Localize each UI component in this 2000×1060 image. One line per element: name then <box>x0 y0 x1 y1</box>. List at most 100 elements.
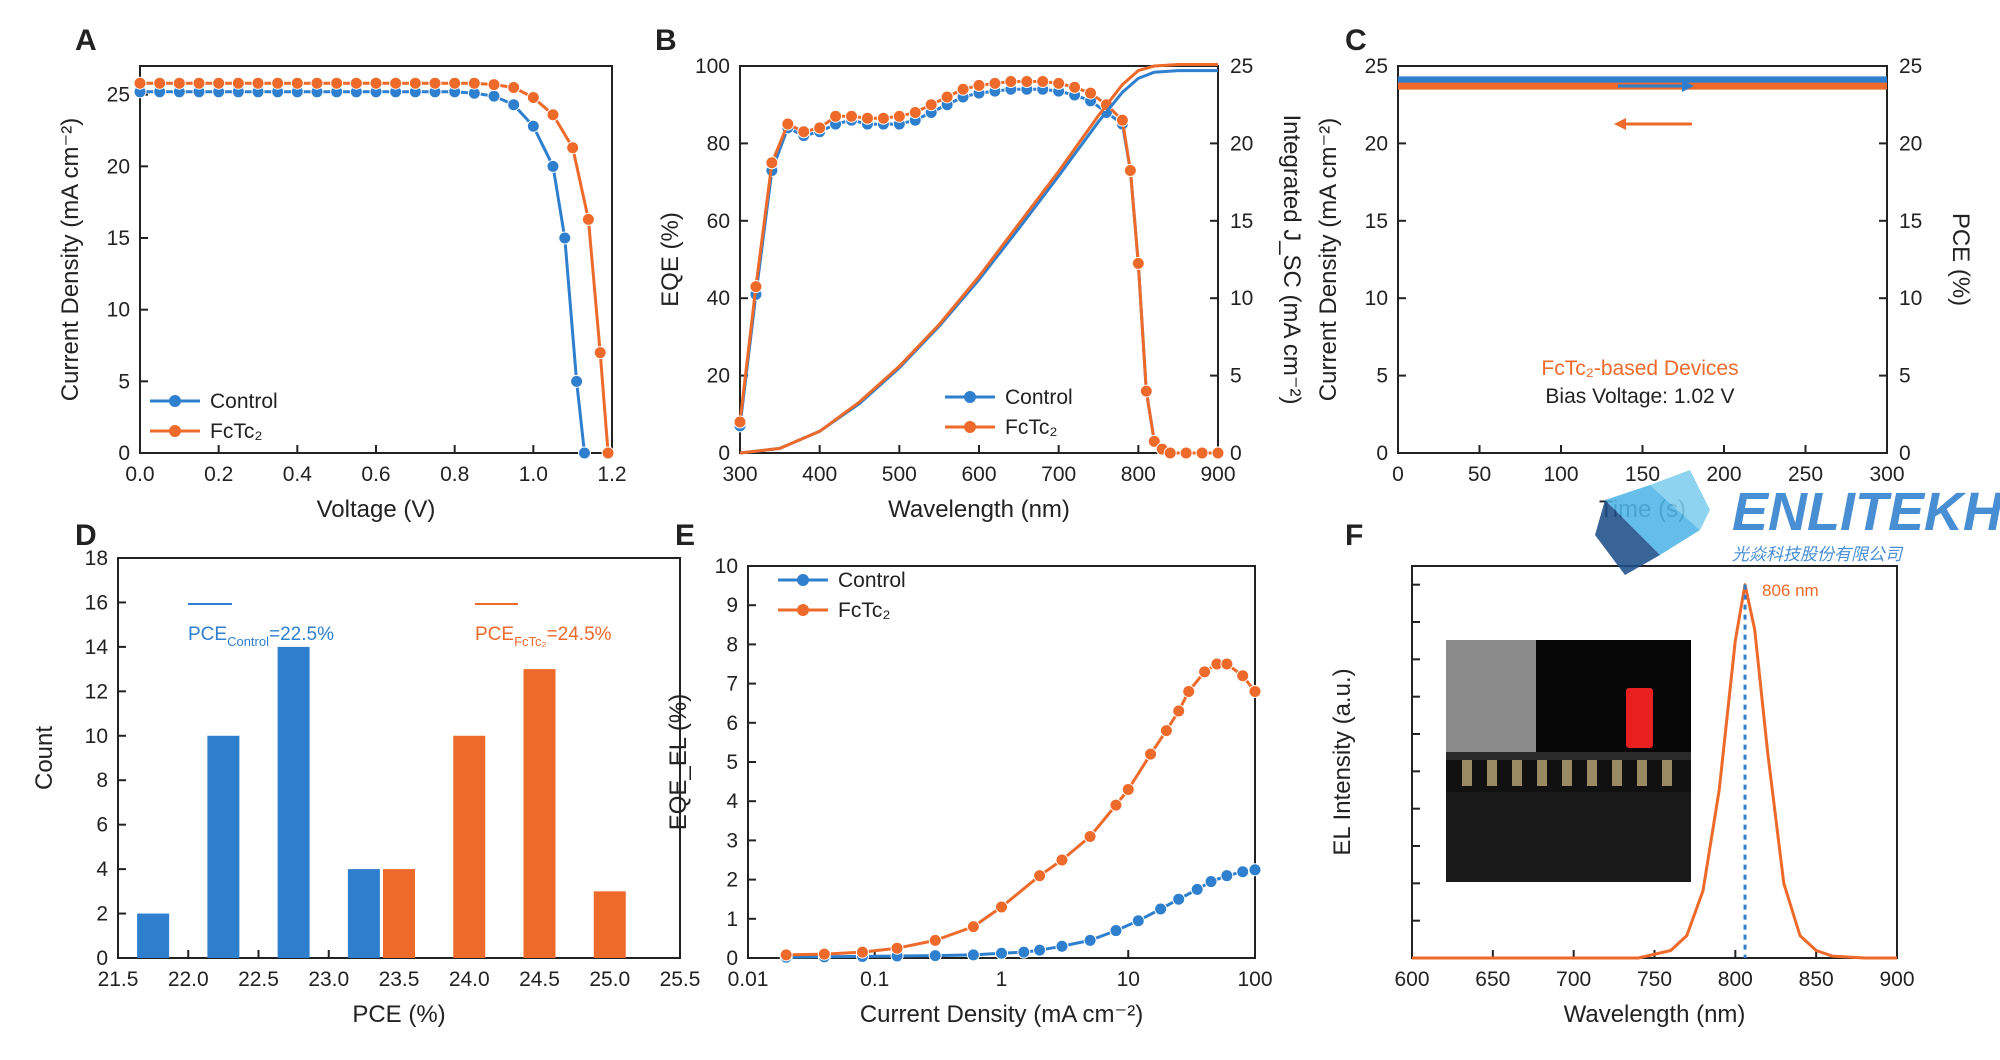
data-point <box>212 76 226 90</box>
data-point <box>1052 76 1066 90</box>
y-tick-label: 60 <box>707 210 730 233</box>
x-tick-label: 300 <box>1869 463 1904 486</box>
data-point <box>779 948 793 962</box>
y-tick-label: 20 <box>107 155 130 178</box>
y-tick-label: 2 <box>96 903 108 926</box>
data-point <box>1083 933 1097 947</box>
x-tick-label: 650 <box>1475 968 1510 991</box>
photo-pins <box>1462 760 1672 786</box>
x-tick-label: 0 <box>1392 463 1404 486</box>
x-tick-label: 700 <box>1041 463 1076 486</box>
data-point <box>1236 865 1250 879</box>
data-point <box>467 76 481 90</box>
annotation-bias: Bias Voltage: 1.02 V <box>1545 385 1734 408</box>
data-point <box>349 76 363 90</box>
y-axis-label: EQE_EL (%) <box>665 694 692 831</box>
bar-control <box>347 869 380 958</box>
y2-tick-label: 10 <box>1899 287 1922 310</box>
x-tick-label: 400 <box>802 463 837 486</box>
x-tick-label: 1.2 <box>597 463 626 486</box>
y2-tick-label: 25 <box>1230 55 1253 78</box>
y-tick-label: 4 <box>726 790 738 813</box>
data-point <box>749 280 763 294</box>
data-point <box>593 346 607 360</box>
data-point <box>908 105 922 119</box>
y2-tick-label: 5 <box>1899 365 1911 388</box>
data-point <box>890 941 904 955</box>
x-tick-label: 22.0 <box>168 968 209 991</box>
y-tick-label: 10 <box>715 555 738 578</box>
data-point <box>995 946 1008 960</box>
data-point <box>924 98 938 112</box>
y2-tick-label: 20 <box>1230 132 1253 155</box>
data-point <box>892 109 906 123</box>
data-point <box>566 141 580 155</box>
y-tick-label: 6 <box>726 712 738 735</box>
data-point <box>876 111 890 125</box>
x-tick-label: 24.0 <box>449 968 490 991</box>
y-tick-label: 20 <box>1365 132 1388 155</box>
y-axis-label: Current Density (mA cm⁻²) <box>57 118 84 401</box>
bar-control <box>277 646 310 958</box>
data-point <box>845 109 859 123</box>
data-point <box>1190 882 1204 896</box>
x-axis-label: PCE (%) <box>352 1001 445 1028</box>
data-point <box>581 212 595 226</box>
y-tick-label: 8 <box>96 769 108 792</box>
bar-fctc2 <box>453 735 486 958</box>
x-tick-label: 1 <box>996 968 1008 991</box>
data-point <box>601 446 615 460</box>
legend-e-fctc2-marker <box>797 604 809 616</box>
photo-backdrop <box>1446 640 1536 752</box>
data-point <box>526 119 540 133</box>
y-tick-label: 0 <box>96 947 108 970</box>
data-point <box>817 947 831 961</box>
data-point <box>1017 945 1031 959</box>
watermark-subtitle: 光焱科技股份有限公司 <box>1732 545 1904 564</box>
data-point <box>1154 902 1168 916</box>
panel-letter: C <box>1345 24 1367 57</box>
legend-control-marker <box>169 395 181 407</box>
data-point <box>487 78 501 92</box>
y-tick-label: 16 <box>85 591 108 614</box>
series-line <box>739 63 1218 455</box>
y-tick-label: 12 <box>85 680 108 703</box>
mean-label-fctc2: PCEFcTc₂=24.5% <box>475 624 612 649</box>
series-line <box>786 662 1257 957</box>
y-tick-label: 0 <box>1376 442 1388 465</box>
data-point <box>192 76 206 90</box>
y-tick-label: 5 <box>118 370 130 393</box>
panel-letter: D <box>75 519 97 552</box>
data-point <box>1109 924 1123 938</box>
data-point <box>546 159 560 173</box>
y-tick-label: 14 <box>85 636 109 659</box>
x-tick-label: 100 <box>1543 463 1578 486</box>
data-point <box>369 76 383 90</box>
y2-axis-label: PCE (%) <box>1947 213 1974 306</box>
data-point <box>1036 74 1050 88</box>
data-point <box>1195 446 1209 460</box>
data-point <box>428 76 442 90</box>
legend-fctc2-label: FcTc₂ <box>1005 416 1057 439</box>
data-point <box>797 125 811 139</box>
y-tick-label: 18 <box>85 547 108 570</box>
legend-fctc2-label: FcTc₂ <box>210 420 262 443</box>
x-axis-label: Voltage (V) <box>317 496 436 523</box>
x-tick-label: 23.0 <box>308 968 349 991</box>
series-line <box>786 868 1256 959</box>
panel-b-legend: Control FcTc₂ <box>945 386 1073 439</box>
data-point <box>781 117 795 131</box>
y-axis-label: Count <box>31 726 58 790</box>
x-axis-label: Current Density (mA cm⁻²) <box>860 1001 1143 1028</box>
bar-control <box>207 735 240 958</box>
watermark-shape-2 <box>1595 500 1660 575</box>
x-tick-label: 800 <box>1121 463 1156 486</box>
x-tick-label: 0.4 <box>283 463 313 486</box>
data-point <box>487 89 501 103</box>
data-point <box>813 121 827 135</box>
data-point <box>1220 657 1234 671</box>
data-point <box>966 948 980 962</box>
data-point <box>251 76 265 90</box>
